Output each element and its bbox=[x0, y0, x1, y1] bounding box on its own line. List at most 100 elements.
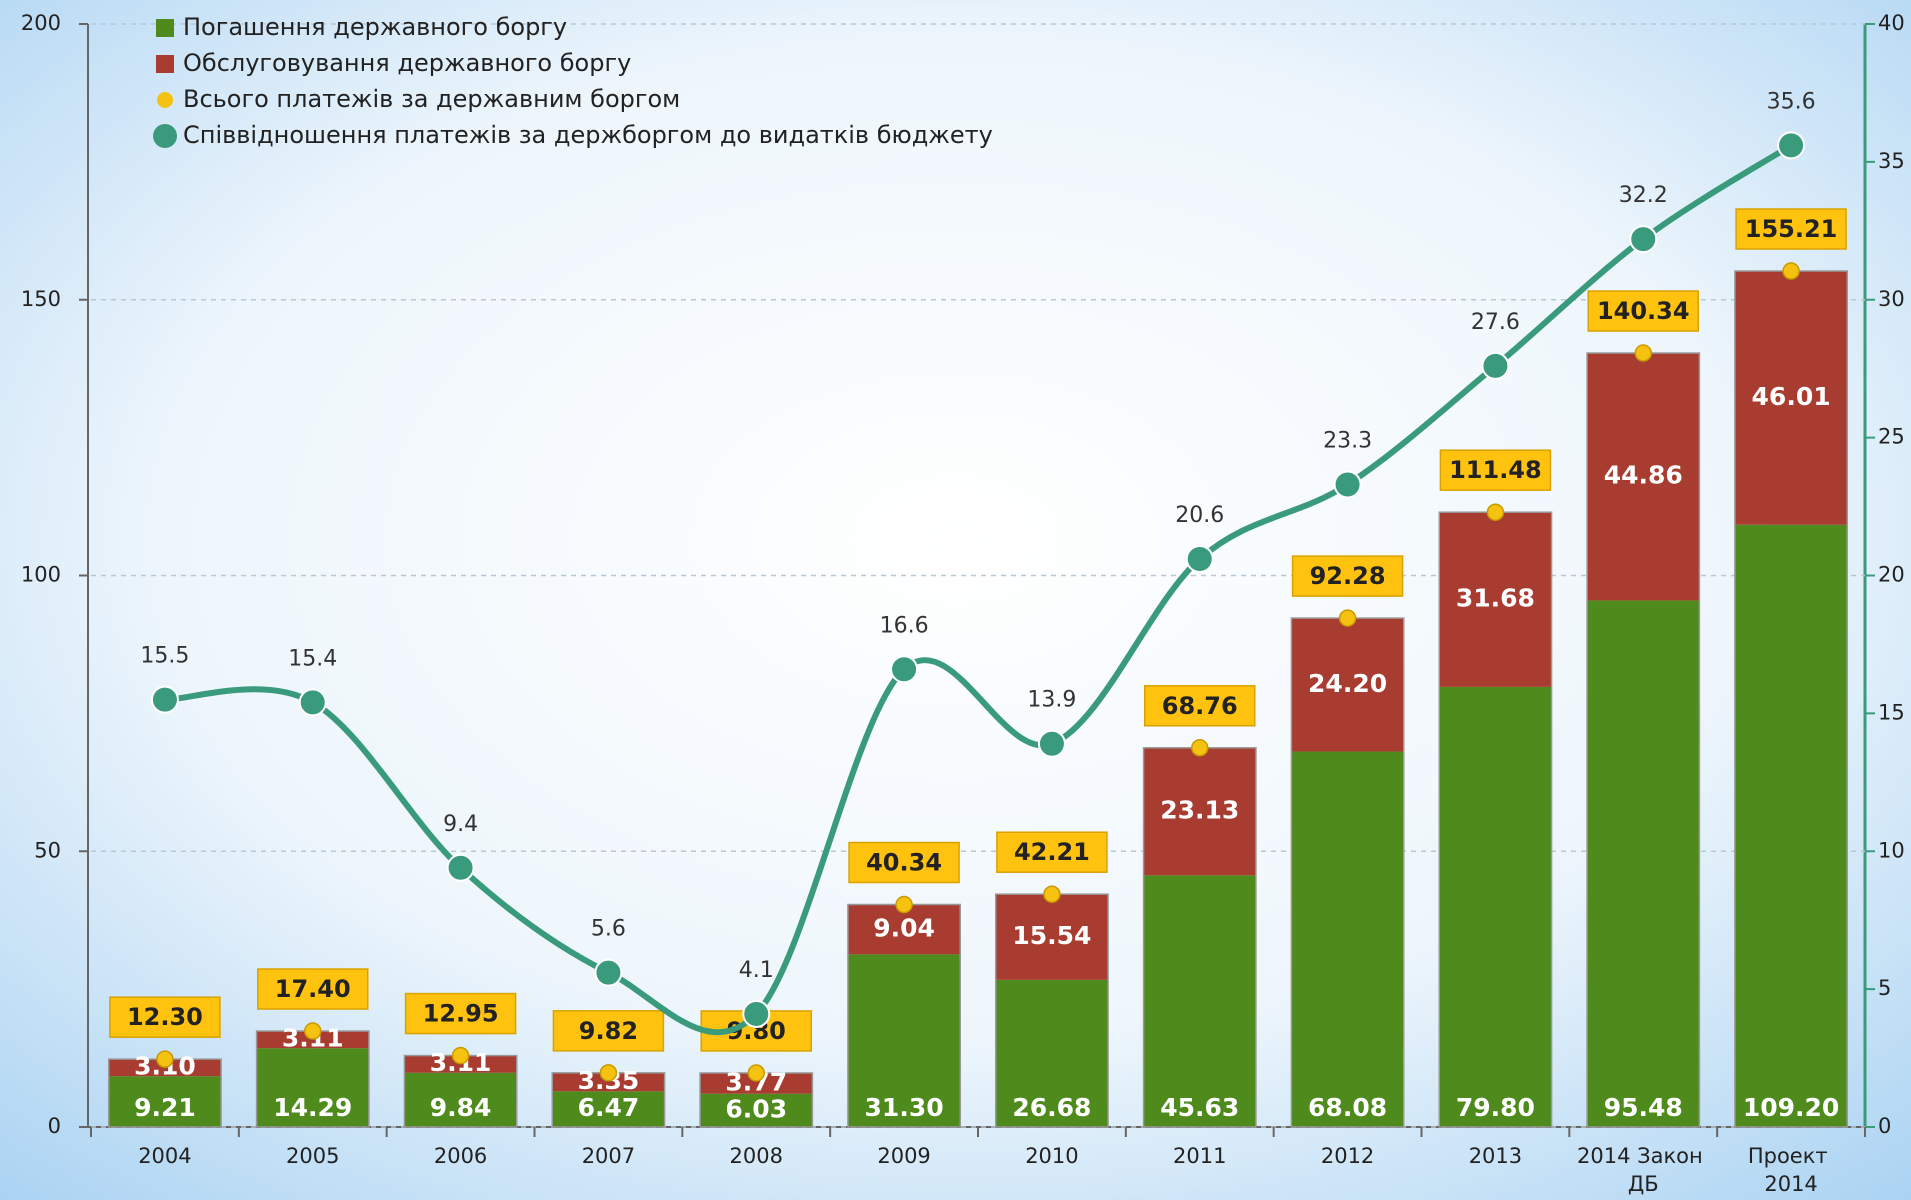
total-dot bbox=[1782, 262, 1800, 280]
bar-segment bbox=[404, 1072, 517, 1127]
ratio-label: 20.6 bbox=[1175, 503, 1224, 528]
y2-tick-label: 30 bbox=[1878, 287, 1905, 311]
ratio-point bbox=[298, 688, 327, 717]
y2-tick-label: 35 bbox=[1878, 149, 1905, 173]
ratio-point bbox=[1777, 131, 1806, 160]
data-label: 68.76 bbox=[1162, 692, 1238, 720]
legend-label: Співвідношення платежів за держборгом до… bbox=[183, 121, 993, 149]
x-tick-label: 2014 Закон ДБ bbox=[1577, 1144, 1709, 1196]
data-label: 155.21 bbox=[1745, 215, 1838, 243]
total-label-box bbox=[404, 992, 517, 1035]
x-tick-label: 2004 bbox=[138, 1144, 191, 1168]
bar-segment bbox=[995, 979, 1109, 1127]
bar-segment bbox=[1143, 747, 1256, 876]
x-tick-label: Проект 2014 bbox=[1748, 1144, 1834, 1196]
x-tick-label: 2010 bbox=[1025, 1144, 1078, 1168]
ratio-label: 9.4 bbox=[443, 812, 478, 837]
y2-tick-label: 15 bbox=[1878, 700, 1905, 724]
x-tick-label: 2013 bbox=[1469, 1144, 1522, 1168]
total-dot bbox=[747, 1064, 765, 1082]
data-label: 140.34 bbox=[1597, 297, 1690, 325]
x-tick-label: 2009 bbox=[877, 1144, 930, 1168]
bar-segment bbox=[108, 1076, 222, 1127]
y2-tick-label: 40 bbox=[1878, 11, 1905, 35]
x-tick-label: 2005 bbox=[286, 1144, 339, 1168]
legend-swatch bbox=[156, 19, 174, 37]
bar-segment bbox=[1439, 512, 1552, 687]
bar-segment bbox=[1143, 875, 1256, 1127]
bar-segment bbox=[256, 1048, 369, 1127]
total-dot bbox=[1338, 609, 1357, 627]
data-label: 17.40 bbox=[275, 975, 351, 1003]
data-label: 9.21 bbox=[134, 1093, 196, 1122]
bar-segment bbox=[1587, 353, 1700, 601]
y2-tick-label: 20 bbox=[1878, 563, 1905, 587]
data-label: 12.30 bbox=[127, 1003, 203, 1031]
bar-segment bbox=[552, 1072, 665, 1092]
legend-swatch bbox=[157, 92, 173, 108]
ratio-point bbox=[890, 655, 919, 684]
data-label: 9.82 bbox=[579, 1017, 638, 1045]
data-label: 95.48 bbox=[1604, 1093, 1683, 1122]
total-dot bbox=[895, 895, 913, 914]
data-label: 14.29 bbox=[273, 1093, 352, 1122]
legend-label: Погашення державного боргу bbox=[183, 13, 567, 41]
bar-segment bbox=[552, 1091, 665, 1127]
total-label-box bbox=[1735, 208, 1847, 250]
ratio-label: 16.6 bbox=[880, 613, 929, 638]
bar-segment bbox=[1587, 600, 1700, 1127]
bar-segment bbox=[700, 1072, 813, 1094]
total-label-box bbox=[1439, 449, 1552, 491]
x-tick-label: 2011 bbox=[1173, 1144, 1226, 1168]
ratio-point bbox=[150, 685, 179, 714]
total-dot bbox=[1486, 503, 1505, 521]
ratio-label: 23.3 bbox=[1323, 429, 1372, 454]
bar-segment bbox=[1734, 271, 1848, 525]
ratio-point bbox=[1333, 470, 1362, 499]
bar-segment bbox=[700, 1093, 813, 1127]
data-label: 15.54 bbox=[1012, 921, 1091, 950]
legend-swatch bbox=[156, 55, 174, 73]
ratio-label: 15.5 bbox=[140, 644, 189, 669]
ratio-point bbox=[446, 853, 475, 882]
data-label: 92.28 bbox=[1310, 562, 1386, 590]
y-tick-label: 50 bbox=[34, 838, 61, 862]
x-tick-label: 2007 bbox=[582, 1144, 635, 1168]
y2-tick-label: 25 bbox=[1878, 425, 1905, 449]
data-label: 6.03 bbox=[725, 1094, 787, 1123]
ratio-label: 32.2 bbox=[1619, 183, 1668, 208]
bar-segment bbox=[1291, 618, 1404, 752]
total-label-box bbox=[552, 1010, 665, 1052]
bar-segment bbox=[1734, 524, 1848, 1127]
total-dot bbox=[1043, 885, 1061, 903]
total-dot bbox=[451, 1046, 470, 1065]
data-label: 79.80 bbox=[1456, 1093, 1535, 1122]
total-dot bbox=[156, 1050, 174, 1068]
ratio-point bbox=[742, 999, 771, 1028]
data-label: 12.95 bbox=[423, 1000, 499, 1028]
x-tick-label: 2008 bbox=[730, 1144, 783, 1168]
bar-segment bbox=[847, 954, 961, 1127]
legend-swatch bbox=[153, 124, 177, 148]
legend-label: Обслуговування державного боргу bbox=[183, 49, 631, 77]
data-label: 24.20 bbox=[1308, 669, 1387, 698]
ratio-label: 4.1 bbox=[739, 958, 774, 983]
data-label: 6.47 bbox=[578, 1093, 640, 1122]
x-tick-label-line: ДБ bbox=[1628, 1172, 1659, 1196]
y2-tick-label: 5 bbox=[1878, 976, 1891, 1000]
total-label-box bbox=[996, 831, 1108, 873]
total-label-box bbox=[1587, 290, 1699, 332]
bar-segment bbox=[1439, 686, 1552, 1127]
x-tick-label-line: 2014 Закон bbox=[1577, 1144, 1709, 1168]
ratio-label: 5.6 bbox=[591, 917, 626, 942]
total-dot bbox=[1634, 344, 1652, 362]
x-tick-label: 2012 bbox=[1321, 1144, 1374, 1168]
bar-segment bbox=[995, 894, 1109, 980]
data-label: 109.20 bbox=[1743, 1093, 1839, 1122]
ratio-point bbox=[594, 958, 623, 987]
data-label: 23.13 bbox=[1160, 796, 1239, 825]
ratio-label: 27.6 bbox=[1471, 310, 1520, 335]
total-dot bbox=[599, 1064, 618, 1082]
data-label: 44.86 bbox=[1604, 461, 1683, 490]
